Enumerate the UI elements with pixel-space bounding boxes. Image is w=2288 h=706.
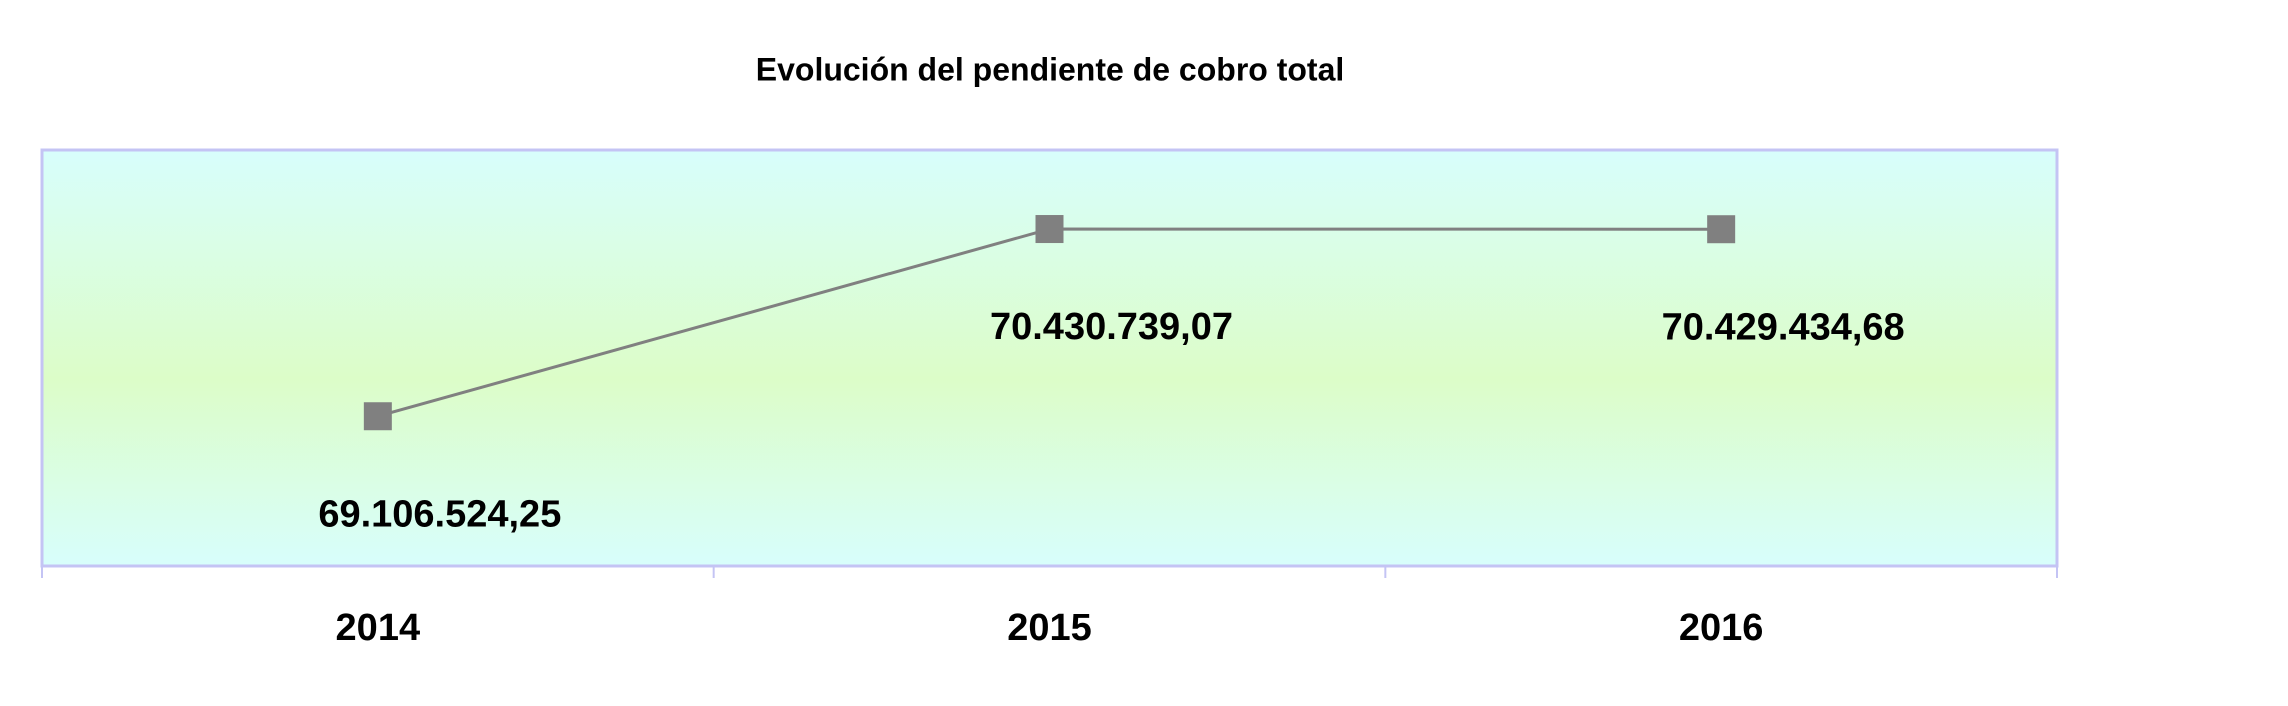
- marker: [363, 402, 392, 431]
- data-label: 70.430.739,07: [990, 306, 1233, 348]
- marker: [1707, 215, 1736, 244]
- data-label: 69.106.524,25: [318, 493, 561, 535]
- x-tick-label: 2014: [336, 607, 421, 649]
- x-tick-label: 2015: [1007, 607, 1092, 649]
- data-label: 70.429.434,68: [1662, 306, 1905, 348]
- chart-title: Evolución del pendiente de cobro total: [756, 51, 1345, 87]
- marker: [1035, 215, 1064, 244]
- x-tick-label: 2016: [1679, 607, 1764, 649]
